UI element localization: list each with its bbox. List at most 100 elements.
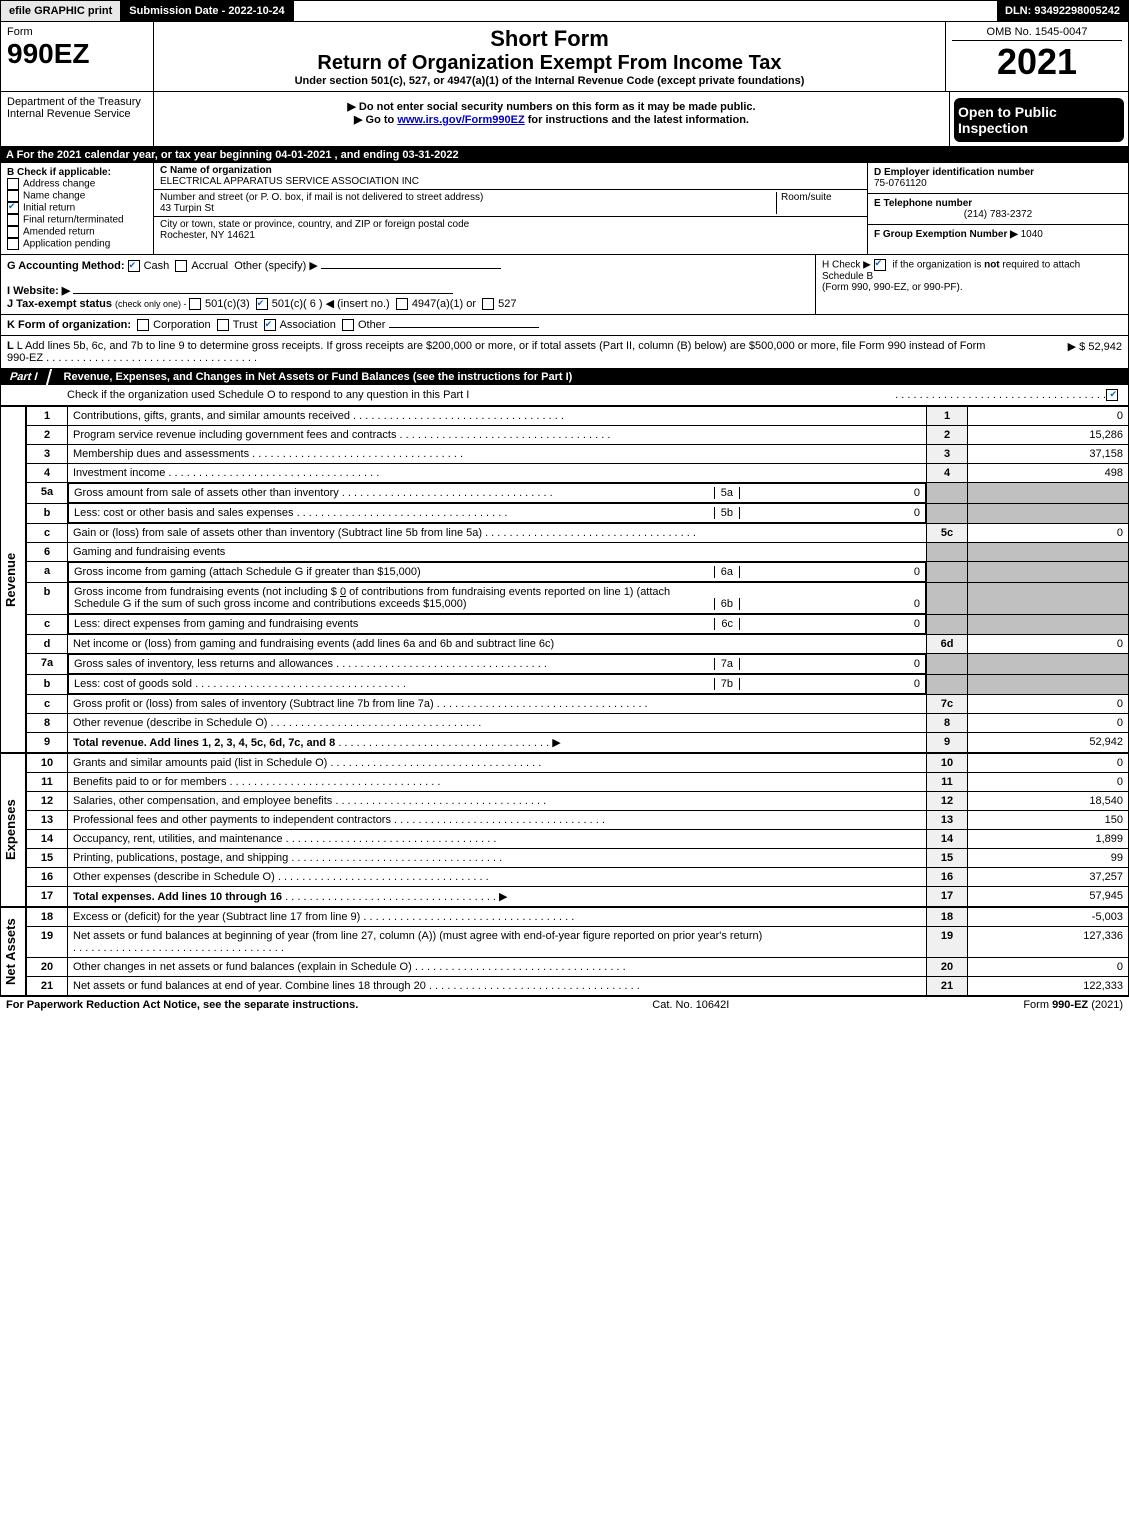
cb-501c3[interactable] [189,298,201,310]
net-assets-table: 18Excess or (deficit) for the year (Subt… [26,907,1129,996]
org-street-cell: Number and street (or P. O. box, if mail… [154,190,867,217]
box-b-label: B Check if applicable: [7,167,147,178]
j-row: J Tax-exempt status (check only one) - 5… [7,298,517,310]
line-21: 21Net assets or fund balances at end of … [27,977,1129,996]
expenses-vlabel: Expenses [0,753,26,907]
cb-cash[interactable] [128,260,140,272]
cb-other-org[interactable] [342,319,354,331]
tax-year: 2021 [952,41,1122,83]
cb-trust[interactable] [217,319,229,331]
line-6: 6Gaming and fundraising events [27,543,1129,562]
row-l: L L Add lines 5b, 6c, and 7b to line 9 t… [0,336,1129,369]
telephone-cell: E Telephone number (214) 783-2372 [868,194,1128,225]
cb-accrual[interactable] [175,260,187,272]
revenue-section: Revenue 1Contributions, gifts, grants, a… [0,406,1129,753]
org-name: ELECTRICAL APPARATUS SERVICE ASSOCIATION… [160,176,419,187]
org-name-cell: C Name of organization ELECTRICAL APPARA… [154,163,867,190]
form-title-cell: Short Form Return of Organization Exempt… [154,22,946,91]
other-specify-input[interactable] [321,268,501,269]
street-value: 43 Turpin St [160,203,214,214]
city-value: Rochester, NY 14621 [160,230,255,241]
ein-cell: D Employer identification number 75-0761… [868,163,1128,194]
line-5c: cGain or (loss) from sale of assets othe… [27,524,1129,543]
line-20: 20Other changes in net assets or fund ba… [27,958,1129,977]
other-org-input[interactable] [389,327,539,328]
net-assets-vlabel: Net Assets [0,907,26,996]
box-c-org-info: C Name of organization ELECTRICAL APPARA… [154,163,868,255]
line-7a: 7aGross sales of inventory, less returns… [27,654,1129,675]
line-9: 9Total revenue. Add lines 1, 2, 3, 4, 5c… [27,733,1129,753]
department-label: Department of the Treasury Internal Reve… [1,92,154,146]
line-8: 8Other revenue (describe in Schedule O)8… [27,714,1129,733]
dept-row: Department of the Treasury Internal Reve… [0,92,1129,147]
efile-print-button[interactable]: efile GRAPHIC print [1,1,121,21]
ein-value: 75-0761120 [874,178,1122,189]
line-6c: cLess: direct expenses from gaming and f… [27,614,1129,635]
room-suite-label: Room/suite [777,192,861,214]
page-footer: For Paperwork Reduction Act Notice, see … [0,996,1129,1013]
cb-schedule-b-not-required[interactable] [874,259,886,271]
open-to-public-badge: Open to Public Inspection [954,98,1124,142]
expenses-section: Expenses 10Grants and similar amounts pa… [0,753,1129,907]
omb-number: OMB No. 1545-0047 [952,26,1122,41]
cb-501c[interactable] [256,298,268,310]
top-spacer [294,1,997,21]
line-18: 18Excess or (deficit) for the year (Subt… [27,908,1129,927]
entity-box-row: B Check if applicable: Address change Na… [0,163,1129,255]
part-i-header: Part I Revenue, Expenses, and Changes in… [0,369,1129,385]
open-public-cell: Open to Public Inspection [950,92,1128,146]
g-label: G Accounting Method: [7,260,125,272]
catalog-number: Cat. No. 10642I [652,999,729,1011]
website-input[interactable] [73,293,453,294]
line-13: 13Professional fees and other payments t… [27,811,1129,830]
cb-association[interactable] [264,319,276,331]
revenue-vlabel: Revenue [0,406,26,753]
cb-amended-return[interactable]: Amended return [7,226,147,238]
cb-final-return[interactable]: Final return/terminated [7,214,147,226]
org-city-cell: City or town, state or province, country… [154,217,867,243]
irs-link[interactable]: www.irs.gov/Form990EZ [397,114,524,126]
cb-address-change[interactable]: Address change [7,178,147,190]
org-name-label: C Name of organization [160,165,272,176]
header-warnings: ▶ Do not enter social security numbers o… [154,92,950,146]
form-ref: Form 990-EZ (2021) [1023,999,1123,1011]
form-header: Form 990EZ Short Form Return of Organiza… [0,22,1129,92]
box-b-check-applicable: B Check if applicable: Address change Na… [0,163,154,255]
section-a-tax-year: A For the 2021 calendar year, or tax yea… [0,147,1129,163]
line-11: 11Benefits paid to or for members110 [27,773,1129,792]
cb-4947[interactable] [396,298,408,310]
line-15: 15Printing, publications, postage, and s… [27,849,1129,868]
line-2: 2Program service revenue including gover… [27,426,1129,445]
line-10: 10Grants and similar amounts paid (list … [27,754,1129,773]
group-exemption-value: 1040 [1021,229,1043,240]
cb-schedule-o-used[interactable] [1106,389,1118,401]
form-number-cell: Form 990EZ [1,22,154,91]
cb-initial-return[interactable]: Initial return [7,202,147,214]
street-label: Number and street (or P. O. box, if mail… [160,192,483,203]
warning-link-post: for instructions and the latest informat… [525,114,749,126]
cb-name-change[interactable]: Name change [7,190,147,202]
cb-corporation[interactable] [137,319,149,331]
i-label: I Website: ▶ [7,285,70,297]
line-4: 4Investment income4498 [27,464,1129,483]
cb-527[interactable] [482,298,494,310]
line-5b: bLess: cost or other basis and sales exp… [27,503,1129,524]
ein-label: D Employer identification number [874,167,1122,178]
line-6a: aGross income from gaming (attach Schedu… [27,562,1129,583]
line-1: 1Contributions, gifts, grants, and simil… [27,407,1129,426]
group-exemption-cell: F Group Exemption Number ▶ 1040 [868,225,1128,244]
form-number: 990EZ [7,38,147,70]
title-main: Return of Organization Exempt From Incom… [160,52,939,75]
title-short: Short Form [160,26,939,52]
cb-application-pending[interactable]: Application pending [7,238,147,250]
net-assets-section: Net Assets 18Excess or (deficit) for the… [0,907,1129,996]
form-word: Form [7,26,147,38]
title-sub: Under section 501(c), 527, or 4947(a)(1)… [160,75,939,87]
line-6b: bGross income from fundraising events (n… [27,582,1129,614]
gross-receipts-value: ▶ $ 52,942 [1002,340,1122,364]
row-k: K Form of organization: Corporation Trus… [0,315,1129,336]
warning-link-row: ▶ Go to www.irs.gov/Form990EZ for instru… [160,113,943,126]
accounting-method: G Accounting Method: Cash Accrual Other … [1,255,815,314]
part-i-label: Part I [0,369,52,385]
line-5a: 5aGross amount from sale of assets other… [27,483,1129,504]
